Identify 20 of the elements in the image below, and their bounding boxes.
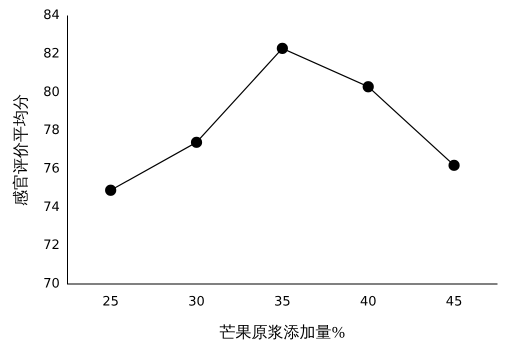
x-axis-title: 芒果原浆添加量% [220, 324, 346, 342]
y-tick-label: 82 [43, 46, 60, 62]
x-tick-label: 40 [360, 294, 376, 310]
point [448, 160, 460, 171]
y-tick-label: 74 [43, 200, 60, 215]
y-tick-label: 76 [43, 162, 60, 177]
y-tick-label: 80 [43, 84, 60, 100]
x-tick-label: 35 [274, 294, 291, 310]
y-tick-label: 84 [43, 8, 60, 24]
y-tick-label: 78 [43, 123, 60, 138]
y-axis-title: 感官评价平均分 [12, 94, 30, 206]
x-tick-label: 30 [188, 294, 205, 310]
point [190, 136, 202, 148]
x-tick-label: 25 [102, 294, 119, 310]
point [362, 81, 374, 92]
y-tick-label: 72 [43, 238, 60, 254]
x-tick-label: 45 [446, 294, 462, 310]
point [276, 42, 288, 54]
point [105, 184, 116, 196]
y-tick-label: 70 [43, 276, 60, 292]
